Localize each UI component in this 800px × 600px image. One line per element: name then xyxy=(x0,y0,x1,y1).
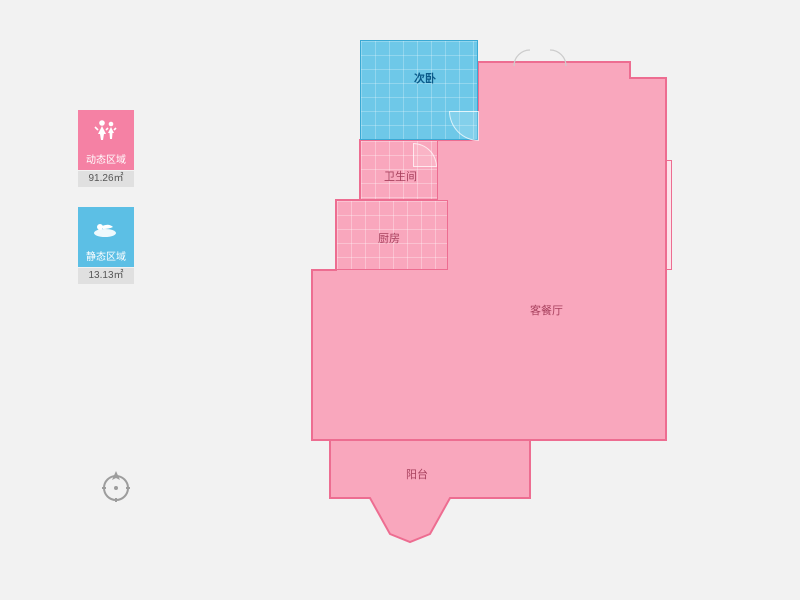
room-living-dining-label: 客餐厅 xyxy=(530,302,563,318)
legend-static-label: 静态区域 xyxy=(78,249,134,267)
room-bathroom-label: 卫生间 xyxy=(384,168,417,184)
dynamic-zone-icon xyxy=(78,110,134,152)
door-arc-icon xyxy=(449,111,479,141)
legend-panel: 动态区域 91.26㎡ 静态区域 13.13㎡ xyxy=(78,110,138,304)
legend-dynamic-label: 动态区域 xyxy=(78,152,134,170)
room-secondary-bedroom xyxy=(360,40,478,140)
compass-icon xyxy=(98,468,134,504)
room-kitchen-label: 厨房 xyxy=(378,230,400,246)
floorplan: 客餐厅 次卧 卫生间 厨房 阳台 xyxy=(290,40,690,570)
static-zone-icon xyxy=(78,207,134,249)
room-balcony-label: 阳台 xyxy=(406,466,428,482)
legend-static-value: 13.13㎡ xyxy=(78,268,134,284)
door-arc-icon xyxy=(413,143,437,167)
door-marks-icon xyxy=(510,48,570,78)
legend-dynamic: 动态区域 91.26㎡ xyxy=(78,110,138,187)
legend-static: 静态区域 13.13㎡ xyxy=(78,207,138,284)
room-secondary-bedroom-label: 次卧 xyxy=(414,70,436,86)
legend-dynamic-value: 91.26㎡ xyxy=(78,171,134,187)
room-balcony xyxy=(310,438,570,548)
window-mark xyxy=(666,160,672,270)
